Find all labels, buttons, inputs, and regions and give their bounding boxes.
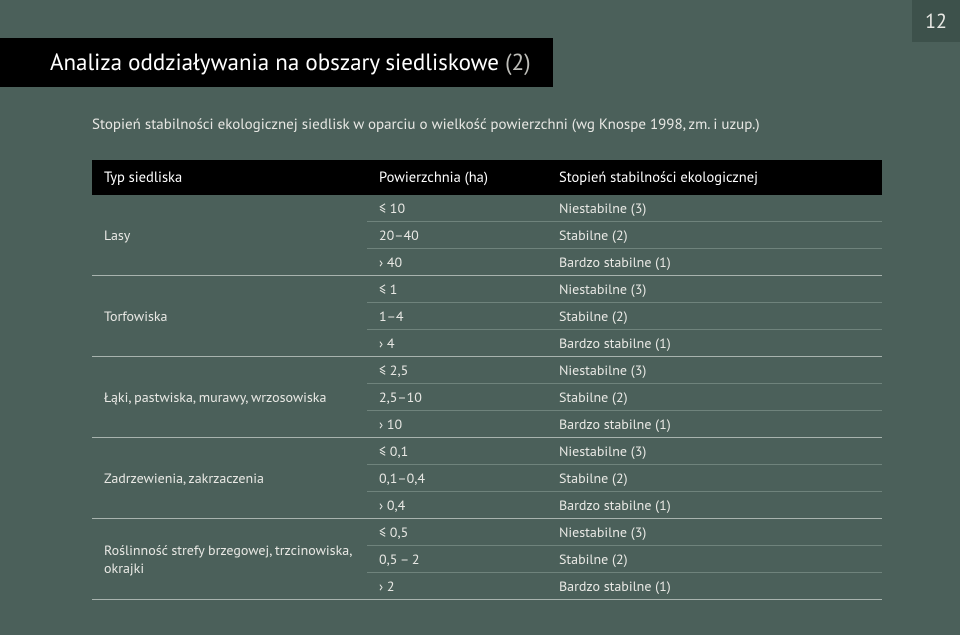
cell-stability: Stabilne (2) (547, 384, 882, 411)
table-row: Torfowiska≤ 1Niestabilne (3) (92, 276, 882, 303)
cell-stability: Bardzo stabilne (1) (547, 492, 882, 519)
cell-area: ≤ 0,5 (367, 519, 547, 546)
cell-area: › 4 (367, 330, 547, 357)
cell-area: › 2 (367, 573, 547, 600)
cell-area: ≤ 10 (367, 195, 547, 222)
table-row: Zadrzewienia, zakrzaczenia≤ 0,1Niestabil… (92, 438, 882, 465)
cell-area: 2,5–10 (367, 384, 547, 411)
page-number: 12 (912, 0, 960, 42)
cell-area: 0,1–0,4 (367, 465, 547, 492)
col-stability: Stopień stabilności ekologicznej (547, 160, 882, 195)
cell-stability: Bardzo stabilne (1) (547, 249, 882, 276)
cell-area: ≤ 1 (367, 276, 547, 303)
col-area: Powierzchnia (ha) (367, 160, 547, 195)
table-row: Łąki, pastwiska, murawy, wrzosowiska≤ 2,… (92, 357, 882, 384)
cell-area: 20–40 (367, 222, 547, 249)
title-num: (2) (505, 48, 530, 77)
cell-stability: Niestabilne (3) (547, 519, 882, 546)
cell-stability: Stabilne (2) (547, 222, 882, 249)
cell-stability: Niestabilne (3) (547, 195, 882, 222)
cell-type: Lasy (92, 195, 367, 276)
col-type: Typ siedliska (92, 160, 367, 195)
cell-stability: Bardzo stabilne (1) (547, 411, 882, 438)
cell-area: 1–4 (367, 303, 547, 330)
title-main: Analiza oddziaływania na obszary siedlis… (50, 48, 499, 77)
cell-stability: Stabilne (2) (547, 465, 882, 492)
cell-stability: Niestabilne (3) (547, 276, 882, 303)
table-row: Lasy≤ 10Niestabilne (3) (92, 195, 882, 222)
cell-type: Zadrzewienia, zakrzaczenia (92, 438, 367, 519)
cell-stability: Stabilne (2) (547, 303, 882, 330)
page-title: Analiza oddziaływania na obszary siedlis… (0, 38, 553, 87)
cell-type: Łąki, pastwiska, murawy, wrzosowiska (92, 357, 367, 438)
cell-stability: Niestabilne (3) (547, 438, 882, 465)
cell-type: Roślinność strefy brzegowej, trzcinowisk… (92, 519, 367, 600)
cell-area: › 40 (367, 249, 547, 276)
header-row: Typ siedliska Powierzchnia (ha) Stopień … (92, 160, 882, 195)
cell-stability: Stabilne (2) (547, 546, 882, 573)
table-row: Roślinność strefy brzegowej, trzcinowisk… (92, 519, 882, 546)
cell-type: Torfowiska (92, 276, 367, 357)
cell-area: › 10 (367, 411, 547, 438)
cell-area: 0,5 – 2 (367, 546, 547, 573)
cell-area: › 0,4 (367, 492, 547, 519)
cell-stability: Niestabilne (3) (547, 357, 882, 384)
cell-stability: Bardzo stabilne (1) (547, 330, 882, 357)
cell-area: ≤ 2,5 (367, 357, 547, 384)
cell-stability: Bardzo stabilne (1) (547, 573, 882, 600)
subtitle: Stopień stabilności ekologicznej siedlis… (92, 115, 760, 134)
cell-area: ≤ 0,1 (367, 438, 547, 465)
stability-table: Typ siedliska Powierzchnia (ha) Stopień … (92, 160, 882, 600)
